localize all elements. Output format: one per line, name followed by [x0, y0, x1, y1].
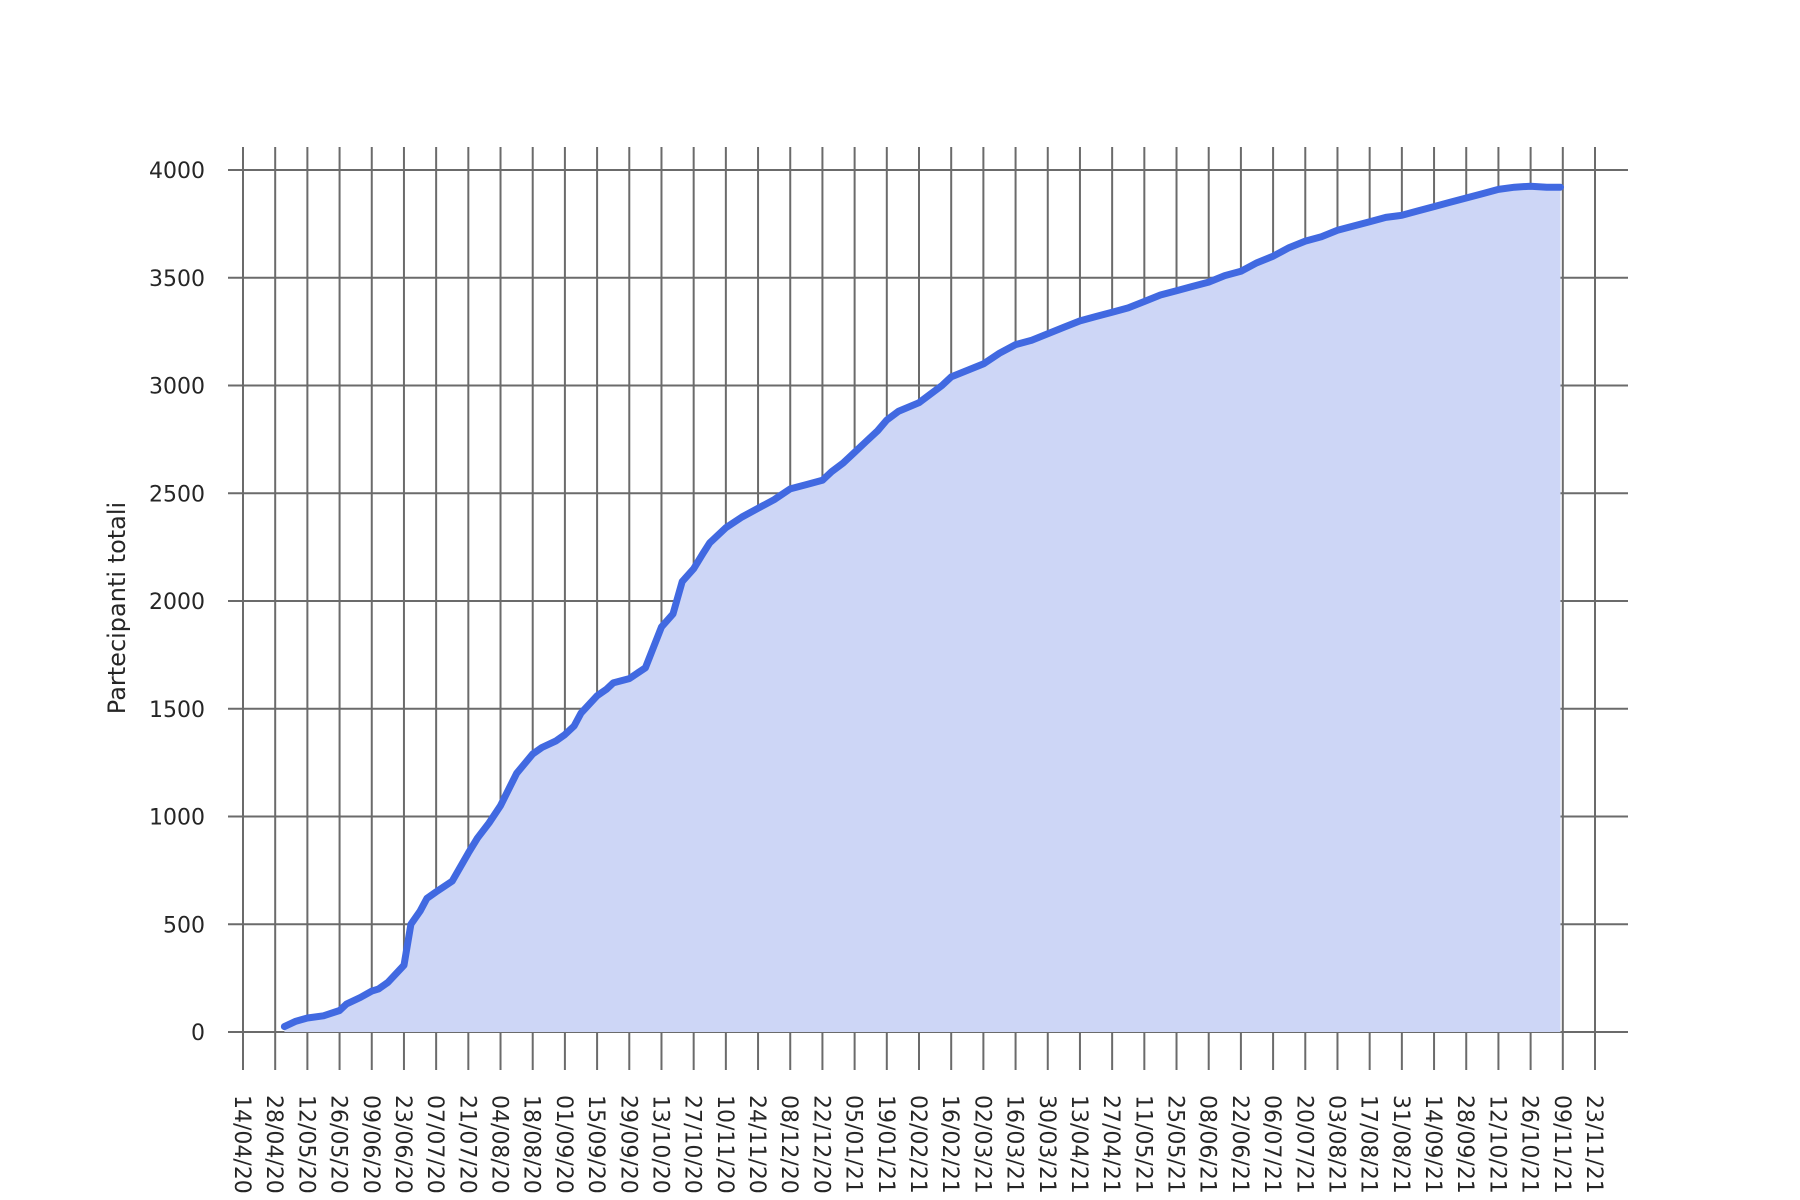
x-tick-label: 17/08/21 [1356, 1095, 1381, 1194]
area-fill [284, 186, 1561, 1032]
x-tick-label: 02/02/21 [905, 1095, 930, 1194]
y-tick-label: 1500 [149, 698, 205, 723]
series-line [280, 182, 1564, 1031]
y-tick-label: 1000 [149, 806, 205, 831]
x-tick-label: 12/10/21 [1484, 1095, 1509, 1194]
x-tick-label: 16/03/21 [1002, 1095, 1027, 1194]
x-tick-label: 20/07/21 [1291, 1095, 1316, 1194]
x-tick-label: 22/06/21 [1227, 1095, 1252, 1194]
x-tick-label: 05/01/21 [841, 1095, 866, 1194]
x-tick-label: 14/09/21 [1420, 1095, 1445, 1194]
x-tick-label: 23/06/20 [390, 1095, 415, 1194]
x-tick-label: 21/07/20 [454, 1095, 479, 1194]
x-tick-label: 09/06/20 [358, 1095, 383, 1194]
x-tick-label: 14/04/20 [229, 1095, 254, 1194]
y-tick-label: 500 [163, 913, 205, 938]
x-tick-labels: 14/04/20 28/04/20 12/05/20 26/05/20 09/06/20… [229, 1095, 1606, 1194]
x-tick-label: 18/08/20 [519, 1095, 544, 1194]
y-axis-label: Partecipanti totali [103, 502, 131, 714]
x-tick-label: 28/04/20 [261, 1095, 286, 1194]
x-tick-label: 26/05/20 [326, 1095, 351, 1194]
x-tick-label: 27/10/20 [680, 1095, 705, 1194]
x-tick-label: 13/10/20 [647, 1095, 672, 1194]
x-tick-label: 27/04/21 [1098, 1095, 1123, 1194]
x-tick-label: 08/12/20 [776, 1095, 801, 1194]
x-tick-label: 23/11/21 [1581, 1095, 1606, 1194]
x-tick-label: 16/02/21 [937, 1095, 962, 1194]
x-tick-label: 04/08/20 [487, 1095, 512, 1194]
x-tick-label: 12/05/20 [293, 1095, 318, 1194]
x-tick-label: 25/05/21 [1163, 1095, 1188, 1194]
y-tick-label: 3500 [149, 267, 205, 292]
y-tick-label: 2000 [149, 590, 205, 615]
x-tick-label: 07/07/20 [422, 1095, 447, 1194]
x-tick-label: 15/09/20 [583, 1095, 608, 1194]
x-tick-label: 22/12/20 [808, 1095, 833, 1194]
x-tick-label: 29/09/20 [615, 1095, 640, 1194]
x-tick-label: 31/08/21 [1388, 1095, 1413, 1194]
x-tick-label: 06/07/21 [1259, 1095, 1284, 1194]
y-tick-label: 3000 [149, 375, 205, 400]
x-tick-label: 02/03/21 [969, 1095, 994, 1194]
x-tick-label: 28/09/21 [1452, 1095, 1477, 1194]
y-tick-label: 4000 [149, 159, 205, 184]
x-tick-label: 24/11/20 [744, 1095, 769, 1194]
x-tick-label: 30/03/21 [1034, 1095, 1059, 1194]
x-tick-label: 10/11/20 [712, 1095, 737, 1194]
x-tick-label: 03/08/21 [1323, 1095, 1348, 1194]
x-tick-label: 11/05/21 [1130, 1095, 1155, 1194]
y-tick-label: 0 [191, 1021, 205, 1046]
y-tick-labels: 0 500 1000 1500 2000 2500 3000 3500 4000 [149, 159, 205, 1046]
x-tick-label: 19/01/21 [873, 1095, 898, 1194]
x-tick-label: 08/06/21 [1195, 1095, 1220, 1194]
x-tick-label: 26/10/21 [1517, 1095, 1542, 1194]
x-tick-label: 09/11/21 [1549, 1095, 1574, 1194]
x-tick-label: 01/09/20 [551, 1095, 576, 1194]
x-tick-label: 13/04/21 [1066, 1095, 1091, 1194]
y-tick-label: 2500 [149, 482, 205, 507]
